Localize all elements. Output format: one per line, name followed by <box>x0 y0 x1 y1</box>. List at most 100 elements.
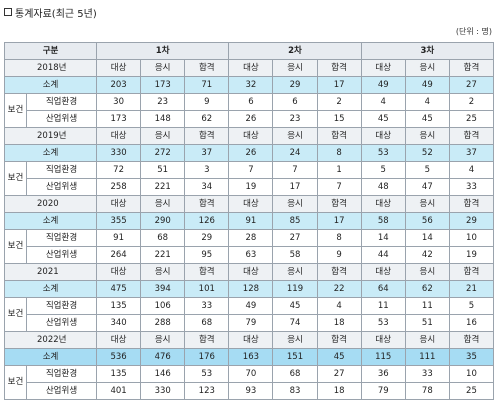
value-cell: 10 <box>448 365 495 383</box>
value-cell: 115 <box>360 348 406 366</box>
table-row: 산업위생 401 330 123 93 83 18 79 78 25 <box>5 382 495 400</box>
value-cell: 49 <box>228 297 274 315</box>
total-label: 소계 <box>3 212 98 230</box>
sub-header-cell: 대상 <box>96 195 142 213</box>
value-cell: 49 <box>404 76 450 94</box>
row-label: 산업위생 <box>25 246 98 264</box>
sub-header-cell: 대상 <box>228 127 274 145</box>
sub-header-cell: 대상 <box>96 59 142 77</box>
value-cell: 17 <box>316 76 362 94</box>
value-cell: 85 <box>272 212 318 230</box>
sub-header-cell: 응시 <box>272 263 318 281</box>
value-cell: 10 <box>448 229 495 247</box>
value-cell: 258 <box>96 178 142 196</box>
value-cell: 48 <box>360 178 406 196</box>
value-cell: 2 <box>316 93 362 111</box>
sub-header-cell: 응시 <box>404 331 450 349</box>
value-cell: 68 <box>184 314 230 332</box>
value-cell: 63 <box>228 246 274 264</box>
value-cell: 28 <box>228 229 274 247</box>
total-label: 소계 <box>3 280 98 298</box>
value-cell: 111 <box>404 348 450 366</box>
row-label: 직업환경 <box>25 365 98 383</box>
year-label: 2022년 <box>3 331 98 349</box>
total-row: 소계 203 173 71 32 29 17 49 49 27 <box>3 76 495 94</box>
value-cell: 83 <box>272 382 318 400</box>
sub-header-cell: 합격 <box>448 59 495 77</box>
value-cell: 221 <box>140 178 186 196</box>
year-label: 2021 <box>3 263 98 281</box>
sub-header-cell: 응시 <box>140 331 186 349</box>
value-cell: 72 <box>96 161 142 179</box>
year-row: 2020 대상 응시 합격 대상 응시 합격 대상 응시 합격 <box>3 195 495 213</box>
value-cell: 33 <box>448 178 495 196</box>
sub-header-cell: 응시 <box>272 59 318 77</box>
value-cell: 290 <box>140 212 186 230</box>
value-cell: 14 <box>404 229 450 247</box>
value-cell: 27 <box>272 229 318 247</box>
year-row: 2018년 대상 응시 합격 대상 응시 합격 대상 응시 합격 <box>3 59 495 77</box>
value-cell: 16 <box>448 314 495 332</box>
sub-header-cell: 합격 <box>184 127 230 145</box>
value-cell: 330 <box>140 382 186 400</box>
row-label: 산업위생 <box>25 382 98 400</box>
table-row: 산업위생 258 221 34 19 17 7 48 47 33 <box>5 178 495 196</box>
value-cell: 42 <box>404 246 450 264</box>
value-cell: 37 <box>184 144 230 162</box>
value-cell: 11 <box>404 297 450 315</box>
value-cell: 45 <box>316 348 362 366</box>
group-header-2: 2차 <box>228 42 362 60</box>
sub-header-cell: 대상 <box>360 331 406 349</box>
unit-label: (단위 : 명) <box>455 27 492 36</box>
value-cell: 45 <box>404 110 450 128</box>
value-cell: 25 <box>448 110 495 128</box>
sub-header-cell: 응시 <box>140 263 186 281</box>
value-cell: 79 <box>228 314 274 332</box>
value-cell: 18 <box>316 382 362 400</box>
table-row: 산업위생 264 221 95 63 58 9 44 42 19 <box>5 246 495 264</box>
value-cell: 401 <box>96 382 142 400</box>
value-cell: 163 <box>228 348 274 366</box>
value-cell: 91 <box>228 212 274 230</box>
total-label: 소계 <box>3 76 98 94</box>
value-cell: 394 <box>140 280 186 298</box>
value-cell: 45 <box>360 110 406 128</box>
sub-header-cell: 대상 <box>360 127 406 145</box>
sub-header-cell: 합격 <box>316 127 362 145</box>
table-row: 보건 직업환경 30 23 9 6 6 2 4 4 2 <box>4 93 495 128</box>
value-cell: 5 <box>360 161 406 179</box>
group-header-3: 3차 <box>360 42 495 60</box>
value-cell: 2 <box>448 93 495 111</box>
side-label: 보건 <box>4 365 27 400</box>
value-cell: 135 <box>96 297 142 315</box>
sub-header-cell: 응시 <box>272 127 318 145</box>
value-cell: 26 <box>228 144 274 162</box>
value-cell: 7 <box>272 161 318 179</box>
year-row: 2022년 대상 응시 합격 대상 응시 합격 대상 응시 합격 <box>3 331 495 349</box>
value-cell: 33 <box>404 365 450 383</box>
year-row: 2019년 대상 응시 합격 대상 응시 합격 대상 응시 합격 <box>3 127 495 145</box>
value-cell: 3 <box>184 161 230 179</box>
value-cell: 93 <box>228 382 274 400</box>
year-label: 2020 <box>3 195 98 213</box>
sub-header-cell: 합격 <box>316 331 362 349</box>
value-cell: 52 <box>404 144 450 162</box>
table-body: 2018년 대상 응시 합격 대상 응시 합격 대상 응시 합격 소계 203 173 71 32 29 17 4… <box>3 59 495 400</box>
value-cell: 32 <box>228 76 274 94</box>
value-cell: 36 <box>360 365 406 383</box>
sub-header-cell: 응시 <box>404 59 450 77</box>
side-label: 보건 <box>4 93 27 128</box>
sub-header-cell: 응시 <box>272 195 318 213</box>
value-cell: 9 <box>184 93 230 111</box>
sub-header-cell: 합격 <box>316 59 362 77</box>
value-cell: 53 <box>360 314 406 332</box>
value-cell: 19 <box>448 246 495 264</box>
row-label: 산업위생 <box>25 110 98 128</box>
total-row: 소계 475 394 101 128 119 22 64 62 21 <box>3 280 495 298</box>
value-cell: 8 <box>316 229 362 247</box>
row-label: 직업환경 <box>25 161 98 179</box>
value-cell: 123 <box>184 382 230 400</box>
value-cell: 288 <box>140 314 186 332</box>
row-label: 직업환경 <box>25 93 98 111</box>
value-cell: 74 <box>272 314 318 332</box>
